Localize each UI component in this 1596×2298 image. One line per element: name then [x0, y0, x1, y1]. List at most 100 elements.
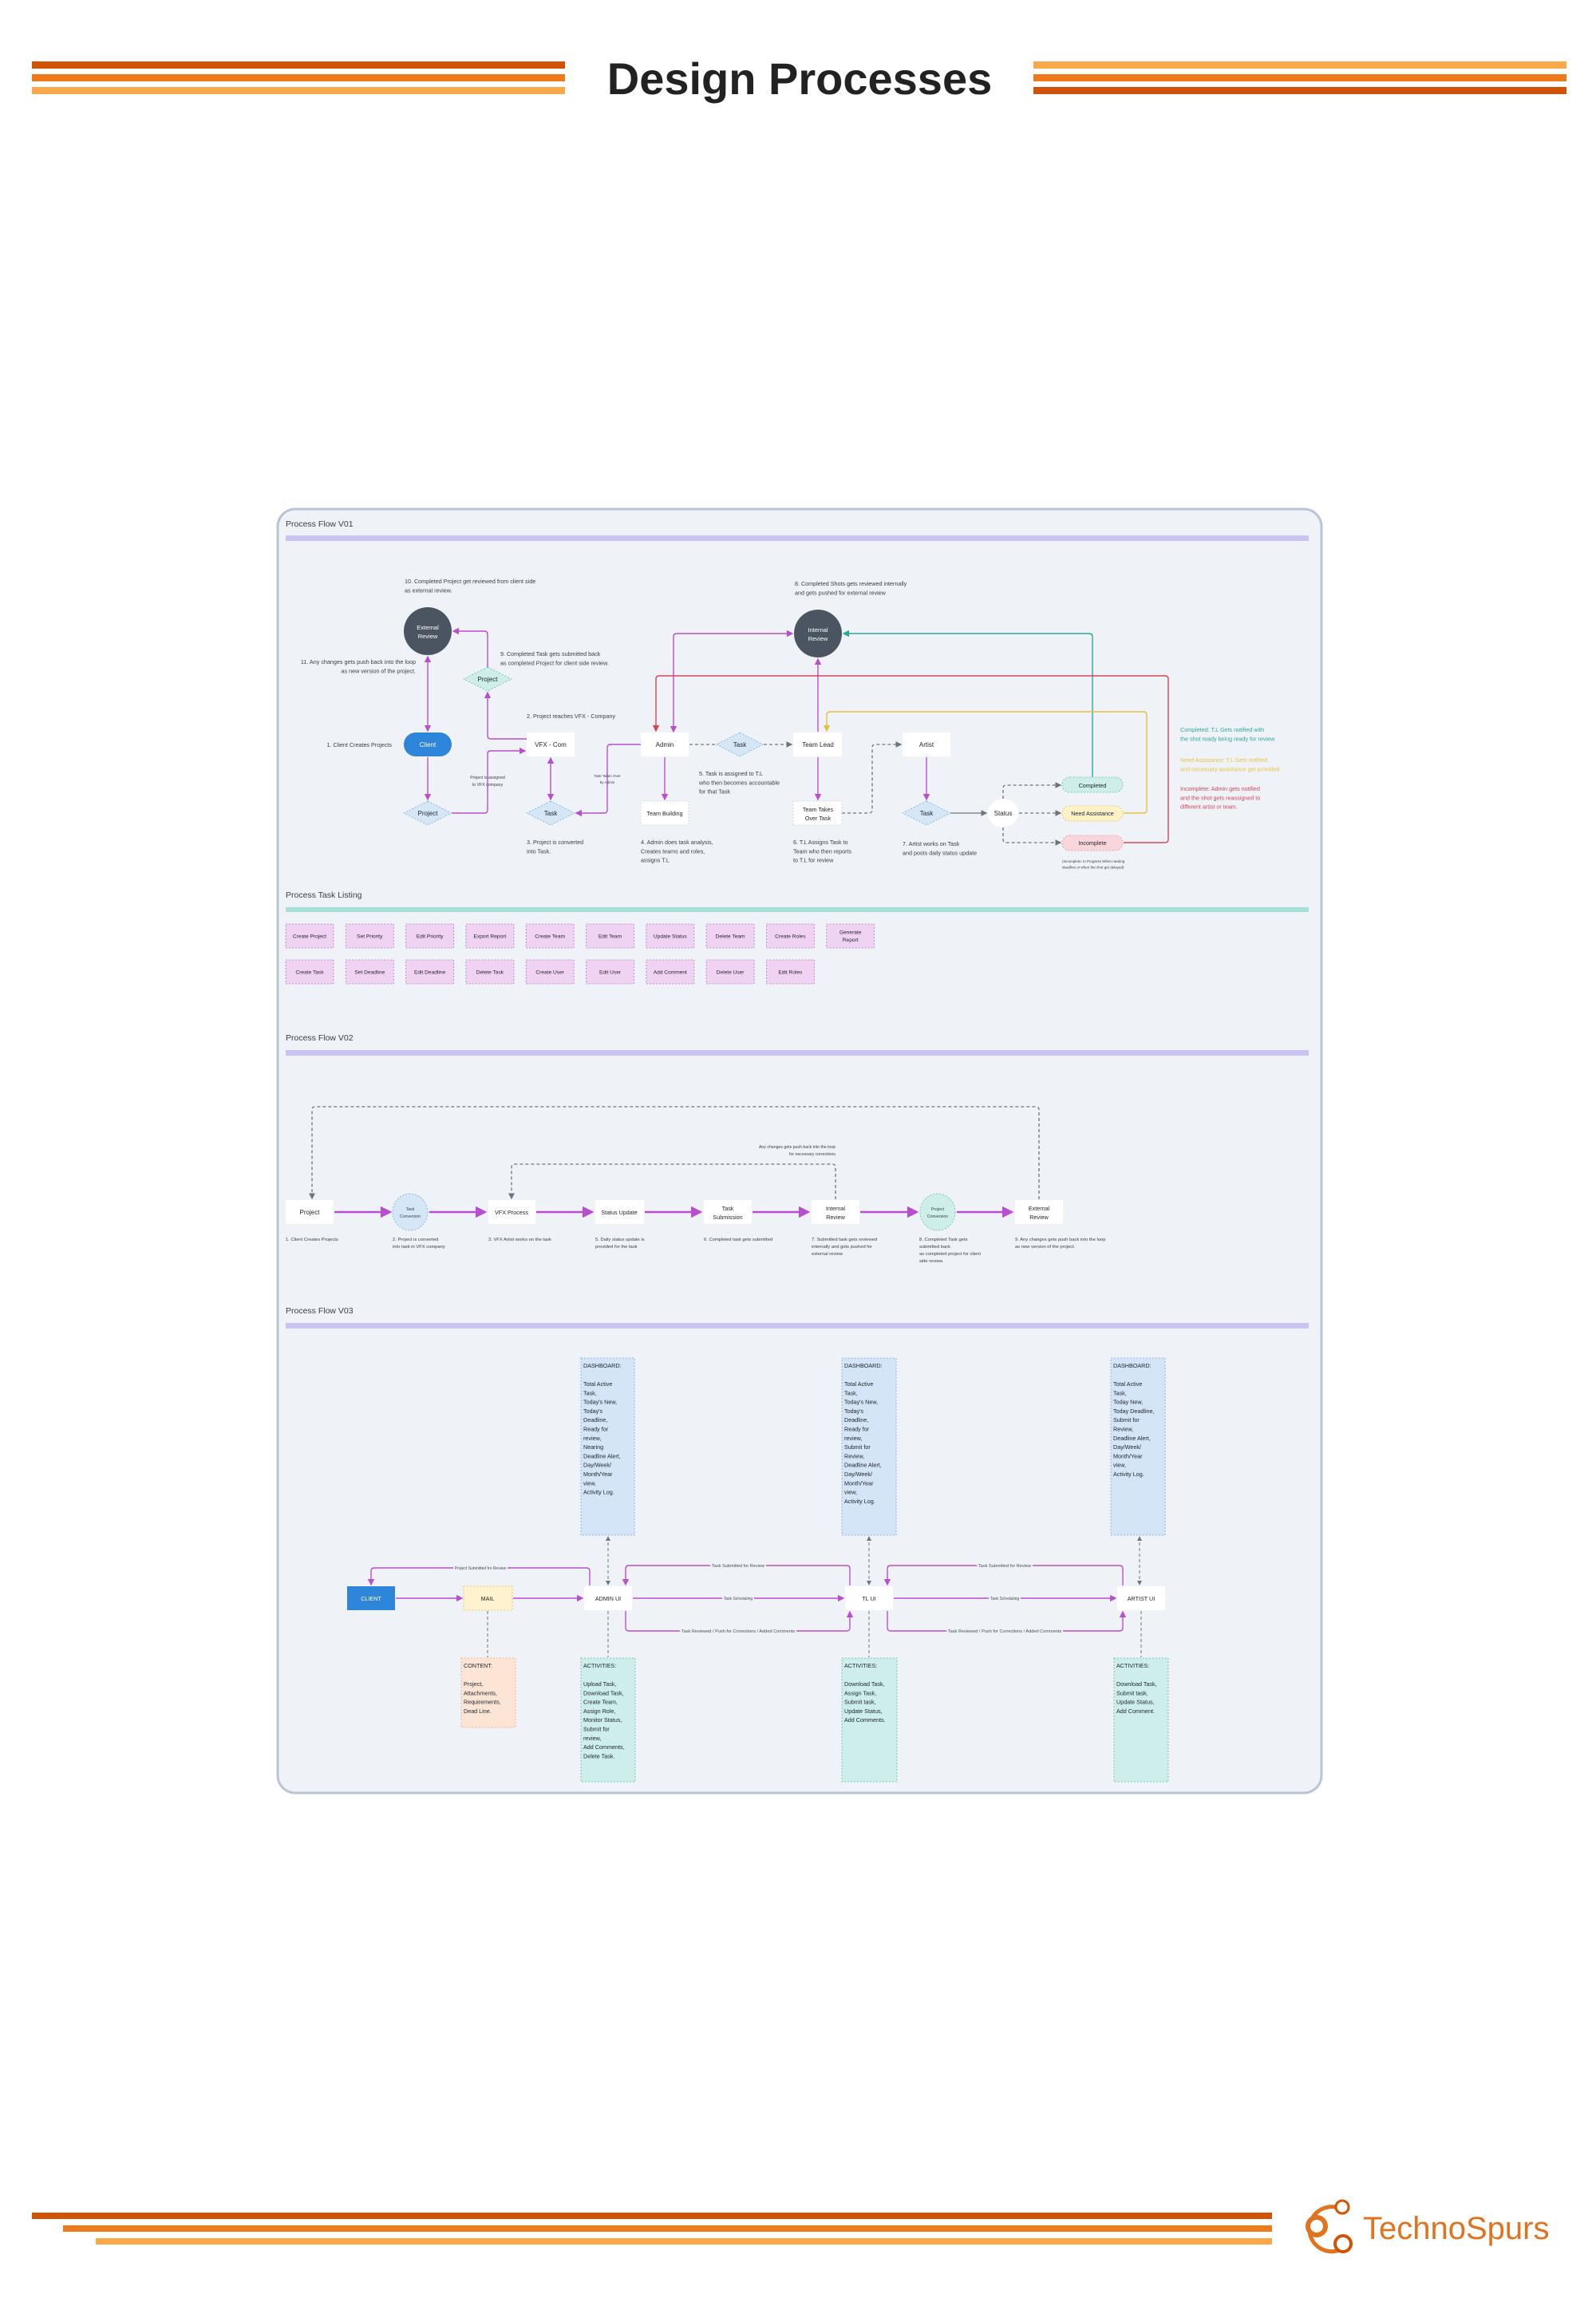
task-chip-grid: Create Project Set Priority Edit Priority E… [285, 923, 875, 985]
team-lead-node[interactable] [793, 732, 842, 756]
text-line: Task, [583, 1389, 597, 1396]
client-node[interactable] [347, 1586, 395, 1610]
admin-ui-node[interactable] [584, 1586, 632, 1610]
task-chip[interactable]: Generate Report [826, 923, 875, 949]
task-conversion-node[interactable] [392, 1193, 429, 1231]
edge-label-task-submitted: Task Submitted for Review [712, 1564, 765, 1569]
task-chip[interactable]: Delete Team [705, 923, 755, 949]
task-diamond-vfx[interactable] [526, 800, 575, 826]
status-update-node[interactable] [595, 1200, 644, 1224]
edge-label-task-reviewed: Task Reviewed / Push for Corrections / A… [948, 1629, 1062, 1634]
task-chip[interactable]: Create User [525, 959, 575, 985]
task-chip[interactable]: Create Roles [766, 923, 815, 949]
task-chip-box [285, 959, 334, 985]
text-line: Edit Roles [778, 970, 803, 976]
text-line: Activity Log. [1113, 1471, 1144, 1478]
text-line: Ready for [844, 1426, 870, 1433]
text-line: Task Taken Over [594, 774, 621, 778]
project-diamond[interactable] [403, 800, 452, 826]
incomplete-pill[interactable] [1061, 835, 1124, 851]
artist-ui-label: ARTIST UI [1128, 1595, 1155, 1602]
task-chip[interactable]: Edit Deadline [405, 959, 455, 985]
project-node[interactable] [286, 1200, 334, 1224]
admin-node[interactable] [641, 732, 689, 756]
text-line: Submit task, [1116, 1689, 1148, 1696]
external-review-node[interactable] [1015, 1200, 1063, 1224]
project-diamond-teal[interactable] [463, 666, 512, 692]
text-line: Conversion [400, 1214, 421, 1219]
team-takes-over-node[interactable] [792, 800, 843, 826]
text-line: Month/Year [583, 1471, 613, 1478]
text-line: review, [583, 1435, 601, 1442]
note-11: 11. Any changes gets push back into the … [301, 658, 416, 674]
text-line: as completed Project for client side rev… [500, 659, 609, 666]
text-line: Today New, [1113, 1399, 1143, 1406]
completed-pill[interactable] [1061, 776, 1124, 793]
text-line: Submit for [844, 1443, 871, 1451]
artist-node[interactable] [903, 732, 950, 756]
mail-node[interactable] [463, 1585, 513, 1611]
task-chip[interactable]: Edit User [586, 959, 634, 985]
task-chip[interactable]: Create Task [285, 959, 334, 985]
text-line: Create Project [293, 934, 326, 940]
task-chip[interactable]: Edit Roles [766, 959, 815, 985]
artist-ui-node[interactable] [1117, 1586, 1165, 1610]
edge-teamtakes-artist [842, 741, 903, 814]
task-chip[interactable]: Export Report [465, 923, 515, 949]
note-6: 6. T.L Assigns Task to Team who then repo… [793, 839, 852, 864]
artist-dashboard-items: Total Active Task, Today New, Today Deadlin… [1113, 1380, 1155, 1478]
task-chip[interactable]: Set Priority [345, 923, 394, 949]
task-diamond-admin[interactable] [716, 732, 764, 757]
task-chip[interactable]: Edit Team [586, 923, 634, 949]
external-review-node[interactable] [404, 607, 452, 655]
activities-heading: ACTIVITIES: [583, 1662, 616, 1669]
task-chip[interactable]: Create Team [525, 923, 575, 949]
text-line: Any changes gets push back into the loop [759, 1145, 836, 1150]
vfx-process-node[interactable] [488, 1200, 535, 1224]
internal-review-node[interactable] [794, 610, 842, 657]
task-chip[interactable]: Create Project [285, 923, 334, 949]
mail-content-panel [460, 1657, 516, 1728]
task-diamond-artist[interactable] [902, 800, 951, 826]
text-line: Review, [1113, 1426, 1133, 1433]
tl-ui-node[interactable] [845, 1586, 893, 1610]
text-line: Review [418, 633, 438, 640]
client-node[interactable] [404, 732, 452, 756]
task-chip[interactable]: Edit Priority [405, 923, 455, 949]
team-building-node[interactable] [640, 800, 689, 826]
status-node[interactable] [988, 799, 1018, 827]
team-lead-label: Team Lead [802, 741, 834, 748]
task-submission-node[interactable] [704, 1200, 752, 1224]
task-chip[interactable]: Set Deadline [345, 959, 394, 985]
vfx-company-node[interactable] [527, 732, 575, 756]
task-chip-label: Set Deadline [354, 970, 385, 976]
internal-review-node[interactable] [812, 1200, 859, 1224]
task-chip-label: Create Roles [775, 934, 806, 940]
text-line: for that Task [699, 788, 730, 796]
process-board [276, 507, 1323, 1795]
edge-label-project-submitted: Project Submitted for Review [455, 1566, 507, 1571]
text-line: Create Team, [583, 1699, 618, 1706]
text-line: internally and gets pushed for [812, 1245, 872, 1250]
content-heading: CONTENT: [464, 1662, 492, 1669]
artist-activities-panel [1113, 1657, 1169, 1783]
text-line: Deadline, [583, 1416, 607, 1423]
task-chip[interactable]: Delete User [705, 959, 755, 985]
project-conversion-node[interactable] [919, 1193, 956, 1231]
note-5: 5. Task is assigned to T.L who then becom… [698, 770, 780, 796]
task-chip[interactable]: Delete Task [465, 959, 515, 985]
loop-internal-to-vfx [508, 1163, 836, 1200]
text-line: 1. Client Creates Projects [286, 1238, 338, 1242]
text-line: 5. Task is assigned to T.L [699, 770, 763, 777]
task-chip[interactable]: Add Comment [646, 959, 695, 985]
dashboard-heading: DASHBOARD: [1113, 1362, 1152, 1369]
text-line: 3. Project is converted [527, 839, 583, 846]
text-line: Download Task, [583, 1689, 624, 1696]
text-line: Upload Task, [583, 1680, 616, 1688]
task-chip-label: Create Project [293, 934, 326, 940]
text-line: Today Deadline, [1113, 1408, 1155, 1415]
task-chip[interactable]: Update Status [646, 923, 695, 949]
note-2: 2. Project reaches VFX - Company [527, 713, 615, 720]
need-assistance-pill[interactable] [1061, 805, 1124, 822]
text-line: view, [583, 1479, 596, 1487]
